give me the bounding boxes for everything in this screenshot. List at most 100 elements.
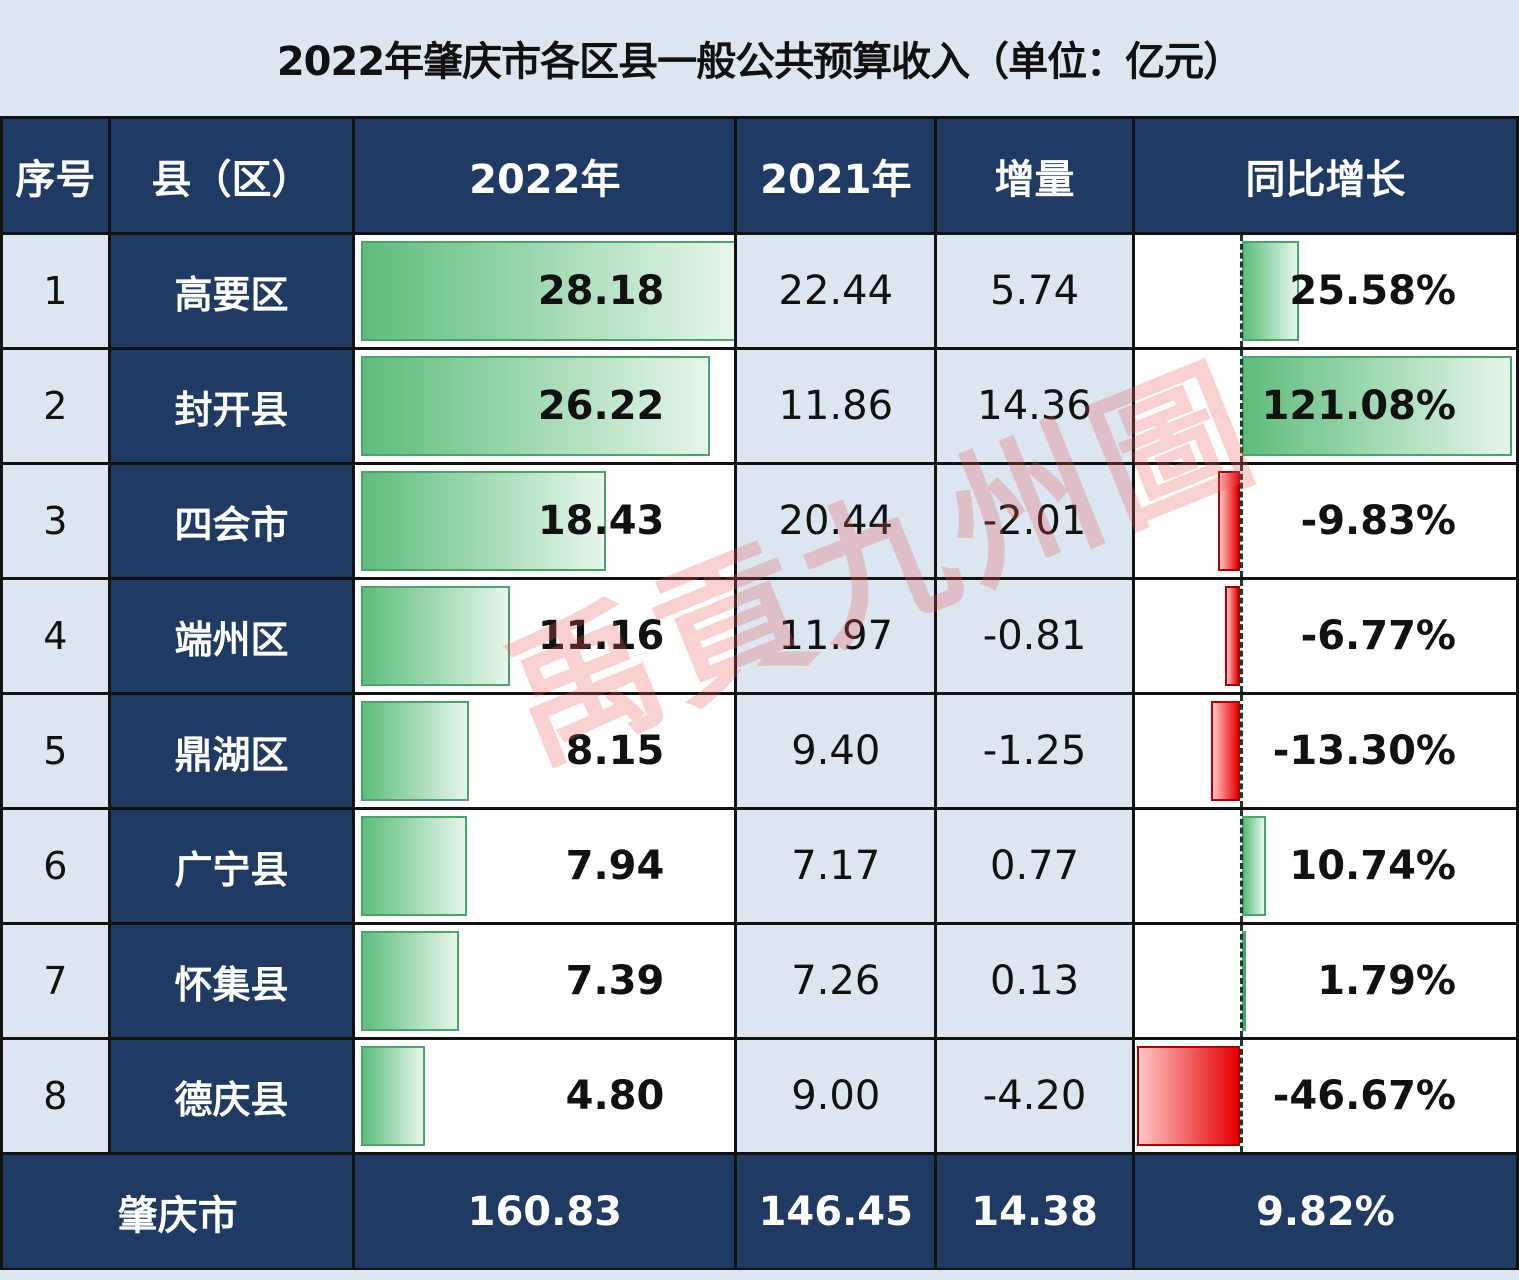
- value-delta: 5.74: [934, 232, 1135, 350]
- value-2021: 9.40: [734, 692, 938, 810]
- value-2022-cell: 11.16: [352, 577, 738, 695]
- value-2022-cell: 26.22: [352, 347, 738, 465]
- table-row: 4 端州区 11.16 11.97 -0.81 -6.77%: [0, 577, 1519, 695]
- header-yoy: 同比增长: [1131, 116, 1519, 235]
- yoy-cell: 25.58%: [1131, 232, 1519, 350]
- table-row: 3 四会市 18.43 20.44 -2.01 -9.83%: [0, 462, 1519, 580]
- yoy-negative-bar: [1224, 586, 1240, 686]
- value-2021: 11.86: [734, 347, 938, 465]
- value-2022-bar: [361, 931, 460, 1031]
- value-delta: -1.25: [934, 692, 1135, 810]
- row-index: 7: [0, 922, 111, 1040]
- row-index: 4: [0, 577, 111, 695]
- header-index: 序号: [0, 116, 111, 235]
- total-label: 肇庆市: [0, 1152, 356, 1271]
- value-2022-cell: 7.94: [352, 807, 738, 925]
- yoy-negative-bar: [1210, 701, 1240, 801]
- row-index: 3: [0, 462, 111, 580]
- yoy-axis-line: [1239, 696, 1243, 806]
- yoy-value: 121.08%: [1261, 383, 1456, 429]
- county-name: 鼎湖区: [107, 692, 356, 810]
- value-2022-cell: 28.18: [352, 232, 738, 350]
- value-2022-bar: [361, 1046, 426, 1146]
- value-2022: 7.39: [565, 958, 665, 1004]
- value-2022: 8.15: [565, 728, 665, 774]
- header-2022: 2022年: [352, 116, 738, 235]
- yoy-cell: -9.83%: [1131, 462, 1519, 580]
- yoy-axis-line: [1239, 926, 1243, 1036]
- yoy-value: 25.58%: [1289, 268, 1456, 314]
- yoy-negative-bar: [1217, 471, 1240, 571]
- yoy-value: -9.83%: [1300, 498, 1456, 544]
- value-delta: 0.77: [934, 807, 1135, 925]
- table-row: 2 封开县 26.22 11.86 14.36 121.08%: [0, 347, 1519, 465]
- value-2022: 4.80: [565, 1073, 665, 1119]
- value-2022: 18.43: [537, 498, 665, 544]
- value-2021: 9.00: [734, 1037, 938, 1155]
- value-2022-cell: 7.39: [352, 922, 738, 1040]
- yoy-value: -6.77%: [1300, 613, 1456, 659]
- value-2021: 7.26: [734, 922, 938, 1040]
- header-county: 县（区）: [107, 116, 356, 235]
- table-title: 2022年肇庆市各区县一般公共预算收入（单位：亿元）: [0, 0, 1519, 116]
- yoy-positive-bar: [1241, 241, 1299, 341]
- yoy-axis-line: [1239, 351, 1243, 461]
- yoy-value: -46.67%: [1272, 1073, 1456, 1119]
- value-2022: 11.16: [537, 613, 665, 659]
- total-delta: 14.38: [934, 1152, 1135, 1271]
- yoy-cell: -46.67%: [1131, 1037, 1519, 1155]
- yoy-axis-line: [1239, 581, 1243, 691]
- value-2022-cell: 18.43: [352, 462, 738, 580]
- value-2021: 20.44: [734, 462, 938, 580]
- value-2021: 7.17: [734, 807, 938, 925]
- yoy-axis-line: [1239, 466, 1243, 576]
- value-2022: 26.22: [537, 383, 665, 429]
- yoy-value: -13.30%: [1272, 728, 1456, 774]
- yoy-positive-bar: [1241, 356, 1512, 456]
- value-2022-bar: [361, 471, 607, 571]
- total-yoy: 9.82%: [1131, 1152, 1519, 1271]
- value-2022-cell: 4.80: [352, 1037, 738, 1155]
- county-name: 四会市: [107, 462, 356, 580]
- county-name: 高要区: [107, 232, 356, 350]
- yoy-axis-line: [1239, 236, 1243, 346]
- table-row: 8 德庆县 4.80 9.00 -4.20 -46.67%: [0, 1037, 1519, 1155]
- yoy-cell: 121.08%: [1131, 347, 1519, 465]
- yoy-positive-bar: [1241, 931, 1246, 1031]
- value-2022-bar: [361, 586, 511, 686]
- header-delta: 增量: [934, 116, 1135, 235]
- yoy-value: 10.74%: [1289, 843, 1456, 889]
- county-name: 德庆县: [107, 1037, 356, 1155]
- value-2022: 7.94: [565, 843, 665, 889]
- header-2021: 2021年: [734, 116, 938, 235]
- county-name: 封开县: [107, 347, 356, 465]
- yoy-axis-line: [1239, 811, 1243, 921]
- total-2022: 160.83: [352, 1152, 738, 1271]
- value-delta: -0.81: [934, 577, 1135, 695]
- table-row: 7 怀集县 7.39 7.26 0.13 1.79%: [0, 922, 1519, 1040]
- value-2022-cell: 8.15: [352, 692, 738, 810]
- value-2022-bar: [361, 816, 468, 916]
- yoy-cell: -13.30%: [1131, 692, 1519, 810]
- yoy-axis-line: [1239, 1041, 1243, 1151]
- row-index: 2: [0, 347, 111, 465]
- value-2022-bar: [361, 241, 733, 341]
- value-2022: 28.18: [537, 268, 665, 314]
- header-row: 序号 县（区） 2022年 2021年 增量 同比增长: [0, 116, 1519, 235]
- yoy-negative-bar: [1136, 1046, 1240, 1146]
- total-2021: 146.45: [734, 1152, 938, 1271]
- yoy-cell: 1.79%: [1131, 922, 1519, 1040]
- row-index: 1: [0, 232, 111, 350]
- yoy-cell: -6.77%: [1131, 577, 1519, 695]
- value-delta: 14.36: [934, 347, 1135, 465]
- value-2022-bar: [361, 701, 470, 801]
- value-2021: 22.44: [734, 232, 938, 350]
- revenue-table: 序号 县（区） 2022年 2021年 增量 同比增长 1 高要区 28.18 …: [0, 116, 1519, 1271]
- value-delta: 0.13: [934, 922, 1135, 1040]
- value-2022-bar: [361, 356, 711, 456]
- total-row: 肇庆市 160.83 146.45 14.38 9.82%: [0, 1152, 1519, 1271]
- value-delta: -4.20: [934, 1037, 1135, 1155]
- value-2021: 11.97: [734, 577, 938, 695]
- row-index: 6: [0, 807, 111, 925]
- table-row: 5 鼎湖区 8.15 9.40 -1.25 -13.30%: [0, 692, 1519, 810]
